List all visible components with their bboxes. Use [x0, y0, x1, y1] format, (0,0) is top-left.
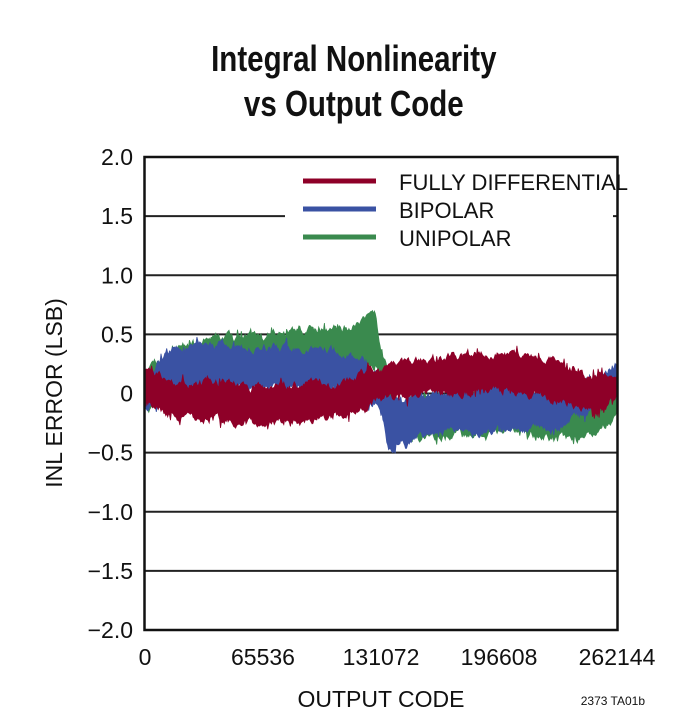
x-axis-label: OUTPUT CODE	[298, 686, 465, 712]
title-line-1: Integral Nonlinearity	[211, 38, 497, 79]
y-tick-label: −1.0	[88, 499, 133, 525]
legend-label: FULLY DIFFERENTIAL	[399, 170, 628, 195]
y-tick-label: 1.0	[101, 262, 133, 288]
y-tick-label: −2.0	[88, 617, 133, 643]
x-tick-label: 0	[139, 644, 152, 670]
figure-id: 2373 TA01b	[580, 694, 645, 708]
y-tick-label: −1.5	[88, 558, 133, 584]
x-tick-label: 262144	[579, 644, 656, 670]
x-tick-label: 196608	[461, 644, 538, 670]
legend: FULLY DIFFERENTIAL BIPOLAR UNIPOLAR	[303, 170, 628, 251]
title-line-2: vs Output Code	[243, 83, 464, 124]
x-tick-label: 65536	[231, 644, 295, 670]
y-tick-label: 0	[120, 381, 133, 407]
y-tick-label: 1.5	[101, 203, 133, 229]
legend-label: BIPOLAR	[399, 198, 494, 223]
x-tick-label: 131072	[343, 644, 420, 670]
legend-label: UNIPOLAR	[399, 226, 511, 251]
chart-title: Integral Nonlinearity vs Output Code	[68, 36, 640, 126]
plot-frame	[143, 155, 619, 632]
y-tick-label: −0.5	[88, 440, 133, 466]
y-axis-label: INL ERROR (LSB)	[41, 298, 67, 488]
y-tick-label: 2.0	[101, 144, 133, 170]
y-tick-label: 0.5	[101, 321, 133, 347]
